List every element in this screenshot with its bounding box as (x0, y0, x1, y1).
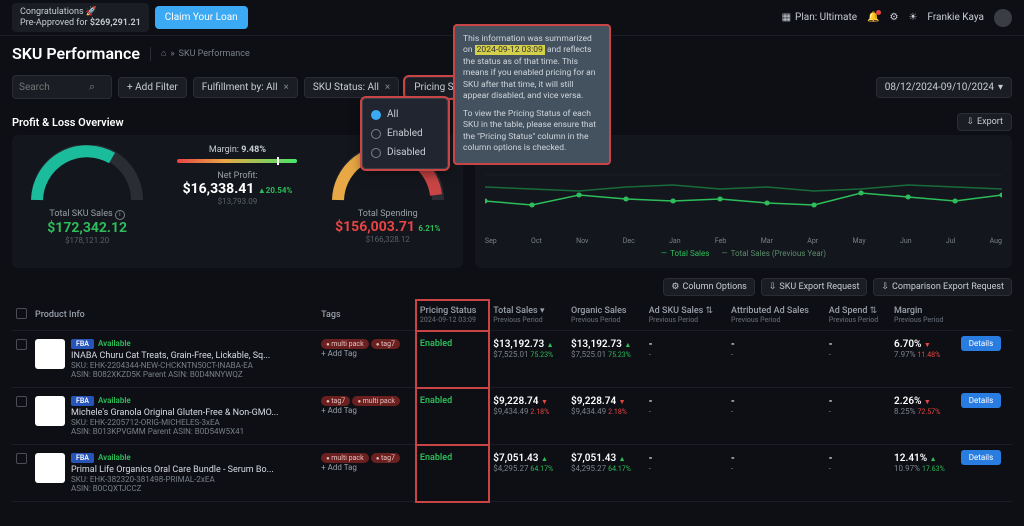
fba-badge: FBA (71, 396, 94, 406)
product-thumbnail[interactable] (35, 339, 65, 369)
col-attributed[interactable]: Attributed Ad SalesPrevious Period (727, 300, 825, 331)
col-total-sales[interactable]: Total Sales ▾Previous Period (489, 300, 567, 331)
page-title: SKU Performance (12, 44, 140, 63)
product-title[interactable]: INABA Churu Cat Treats, Grain-Free, Lick… (71, 351, 270, 361)
pricing-status: Enabled (420, 453, 452, 463)
legend-prev-year: Total Sales (Previous Year) (721, 249, 826, 258)
pl-title: Profit & Loss Overview (12, 116, 124, 129)
product-thumbnail[interactable] (35, 453, 65, 483)
table-actions: ⚙ Column Options ⇩ SKU Export Request ⇩ … (0, 274, 1024, 300)
product-asin: ASIN: B013KPVGMM Parent ASIN: B0D54W5X41 (71, 427, 279, 436)
tag[interactable]: tag7 (371, 339, 400, 349)
add-tag-button[interactable]: + Add Tag (321, 349, 412, 358)
select-all-checkbox[interactable] (16, 308, 27, 319)
availability-badge: Available (98, 396, 131, 405)
breadcrumb[interactable]: ⌂ » SKU Performance (161, 48, 250, 59)
sku-export-button[interactable]: ⇩ SKU Export Request (761, 278, 868, 296)
add-filter-button[interactable]: + Add Filter (118, 77, 187, 98)
search-input[interactable]: ⌕ (12, 75, 112, 99)
avatar[interactable] (994, 9, 1012, 27)
table-row: FBA Available Michele's Granola Original … (12, 388, 1012, 445)
user-name[interactable]: Frankie Kaya (927, 12, 984, 23)
col-ad-sku[interactable]: Ad SKU Sales ⇅Previous Period (645, 300, 727, 331)
details-button[interactable]: Details (961, 393, 1001, 408)
preapproval-banner: Congratulations 🚀 Pre-Approved for $269,… (12, 3, 149, 33)
notification-icon[interactable]: 🔔 (867, 12, 879, 23)
pricing-status: Enabled (420, 396, 452, 406)
product-title[interactable]: Primal Life Organics Oral Care Bundle - … (71, 465, 274, 475)
dropdown-option-enabled[interactable]: Enabled (369, 124, 441, 143)
theme-icon[interactable]: ☀ (908, 12, 917, 23)
download-icon: ⇩ (966, 117, 974, 127)
calendar-icon: ▾ (998, 82, 1003, 93)
table-row: FBA Available Primal Life Organics Oral C… (12, 445, 1012, 502)
sku-table: Product Info Tags Pricing Status2024-09-… (0, 300, 1024, 502)
tag[interactable]: tag7 (371, 453, 400, 463)
product-asin: ASIN: B0CQXTJCCZ (71, 484, 274, 493)
row-checkbox[interactable] (16, 396, 27, 407)
product-sku: SKU: EHK-2204344-NEW-CHCKNTN50CT-INABA-E… (71, 361, 270, 370)
tag[interactable]: multi pack (321, 453, 369, 463)
pricing-status-tooltip: This information was summarized on 2024-… (453, 24, 611, 165)
column-options-button[interactable]: ⚙ Column Options (663, 278, 754, 296)
fba-badge: FBA (71, 339, 94, 349)
export-button[interactable]: ⇩Export (957, 113, 1012, 131)
availability-badge: Available (98, 453, 131, 462)
col-pricing-status[interactable]: Pricing Status2024-09-12 03:09 (416, 300, 489, 331)
close-icon[interactable]: × (284, 82, 289, 93)
pricing-status-dropdown: All Enabled Disabled (362, 98, 448, 169)
col-product[interactable]: Product Info (31, 300, 317, 331)
filter-sku-status[interactable]: SKU Status: All× (304, 77, 399, 98)
dropdown-option-disabled[interactable]: Disabled (369, 143, 441, 162)
date-range-picker[interactable]: 08/12/2024-09/10/2024 ▾ (876, 77, 1012, 98)
table-header-row: Product Info Tags Pricing Status2024-09-… (12, 300, 1012, 331)
row-checkbox[interactable] (16, 453, 27, 464)
gear-icon[interactable]: ⚙ (889, 12, 898, 23)
plan-indicator[interactable]: ▦ Plan: Ultimate (782, 12, 857, 23)
pricing-status: Enabled (420, 339, 452, 349)
claim-loan-button[interactable]: Claim Your Loan (155, 6, 248, 29)
product-title[interactable]: Michele's Granola Original Gluten-Free &… (71, 408, 279, 418)
row-checkbox[interactable] (16, 339, 27, 350)
product-asin: ASIN: B082XKZD5K Parent ASIN: B0D4NNYWQZ (71, 370, 270, 379)
table-row: FBA Available INABA Churu Cat Treats, Gra… (12, 331, 1012, 388)
close-icon[interactable]: × (385, 82, 390, 93)
dashboard-icon: ▦ (782, 12, 791, 23)
home-icon[interactable]: ⌂ (161, 48, 166, 59)
dropdown-option-all[interactable]: All (369, 105, 441, 124)
comparison-export-button[interactable]: ⇩ Comparison Export Request (873, 278, 1012, 296)
product-thumbnail[interactable] (35, 396, 65, 426)
details-button[interactable]: Details (961, 336, 1001, 351)
legend-total-sales: Total Sales (661, 249, 710, 258)
availability-badge: Available (98, 339, 131, 348)
col-tags[interactable]: Tags (317, 300, 416, 331)
col-margin[interactable]: MarginPrevious Period (890, 300, 957, 331)
margin-kpi: Margin: 9.48% Net Profit: $16,338.41 ▲20… (172, 145, 302, 245)
col-organic[interactable]: Organic SalesPrevious Period (567, 300, 645, 331)
add-tag-button[interactable]: + Add Tag (321, 406, 412, 415)
tag[interactable]: multi pack (352, 396, 400, 406)
info-icon[interactable]: i (115, 210, 125, 220)
product-sku: SKU: EHK-2205712-ORIG-MICHELES-3xEA (71, 418, 279, 427)
sales-gauge: Total SKU Sales i $172,342.12 $178,121.2… (22, 145, 152, 245)
search-icon[interactable]: ⌕ (89, 80, 95, 94)
details-button[interactable]: Details (961, 450, 1001, 465)
product-sku: SKU: EHK-382320-381498-PRIMAL-2xEA (71, 475, 274, 484)
tag[interactable]: tag7 (321, 396, 350, 406)
filter-fulfillment[interactable]: Fulfillment by: All× (193, 77, 298, 98)
add-tag-button[interactable]: + Add Tag (321, 463, 412, 472)
congrats-text: Congratulations 🚀 (20, 7, 141, 18)
col-ad-spend[interactable]: Ad Spend ⇅Previous Period (825, 300, 890, 331)
fba-badge: FBA (71, 453, 94, 463)
tag[interactable]: multi pack (321, 339, 369, 349)
preapproval-line: Pre-Approved for $269,291.21 (20, 18, 141, 29)
